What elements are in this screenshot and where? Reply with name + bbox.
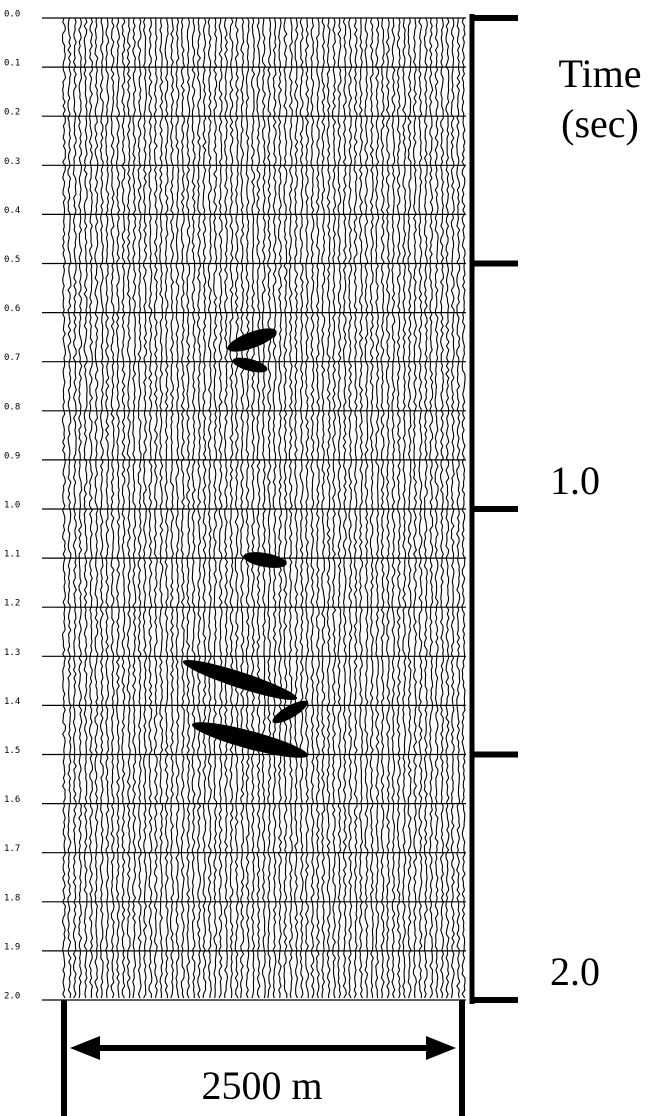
y-tick-label: 0.8 bbox=[4, 402, 20, 412]
y-tick-label: 1.5 bbox=[4, 746, 20, 756]
y2-tick-label: 2.0 bbox=[550, 949, 600, 994]
y-tick-label: 1.6 bbox=[4, 795, 20, 805]
y-tick-label: 0.0 bbox=[4, 10, 20, 20]
arrow-head bbox=[70, 1036, 100, 1060]
y-tick-label: 0.7 bbox=[4, 353, 20, 363]
y-label: Time bbox=[558, 51, 641, 96]
y-tick-label: 2.0 bbox=[4, 992, 20, 1002]
y-tick-label: 1.1 bbox=[4, 550, 20, 560]
y-tick-label: 1.9 bbox=[4, 942, 20, 952]
chart: Time (sec) 2500 m 0.0 0.1 0.2 0.3 0.4 0.5 0.6 0… bbox=[0, 0, 658, 1116]
arrow-head bbox=[426, 1036, 456, 1060]
reflector bbox=[270, 697, 311, 727]
y-tick-label: 0.9 bbox=[4, 451, 20, 461]
y-tick-label: 0.6 bbox=[4, 304, 20, 314]
y2-tick-label: 1.0 bbox=[550, 458, 600, 503]
y-tick-label: 0.3 bbox=[4, 157, 20, 167]
reflector bbox=[225, 324, 279, 357]
y-tick-label: 0.2 bbox=[4, 108, 20, 118]
reflector bbox=[190, 716, 311, 764]
y-tick-label: 1.7 bbox=[4, 844, 20, 854]
y-label: (sec) bbox=[561, 101, 639, 146]
y-tick-label: 1.0 bbox=[4, 501, 20, 511]
y-tick-label: 1.2 bbox=[4, 599, 20, 609]
x-label: 2500 m bbox=[201, 1063, 322, 1108]
y-tick-label: 1.4 bbox=[4, 697, 20, 707]
y-tick-label: 1.3 bbox=[4, 648, 20, 658]
y-tick-label: 1.8 bbox=[4, 893, 20, 903]
y-tick-label: 0.5 bbox=[4, 255, 20, 265]
y-tick-label: 0.1 bbox=[4, 59, 20, 69]
y-tick-label: 0.4 bbox=[4, 206, 20, 216]
